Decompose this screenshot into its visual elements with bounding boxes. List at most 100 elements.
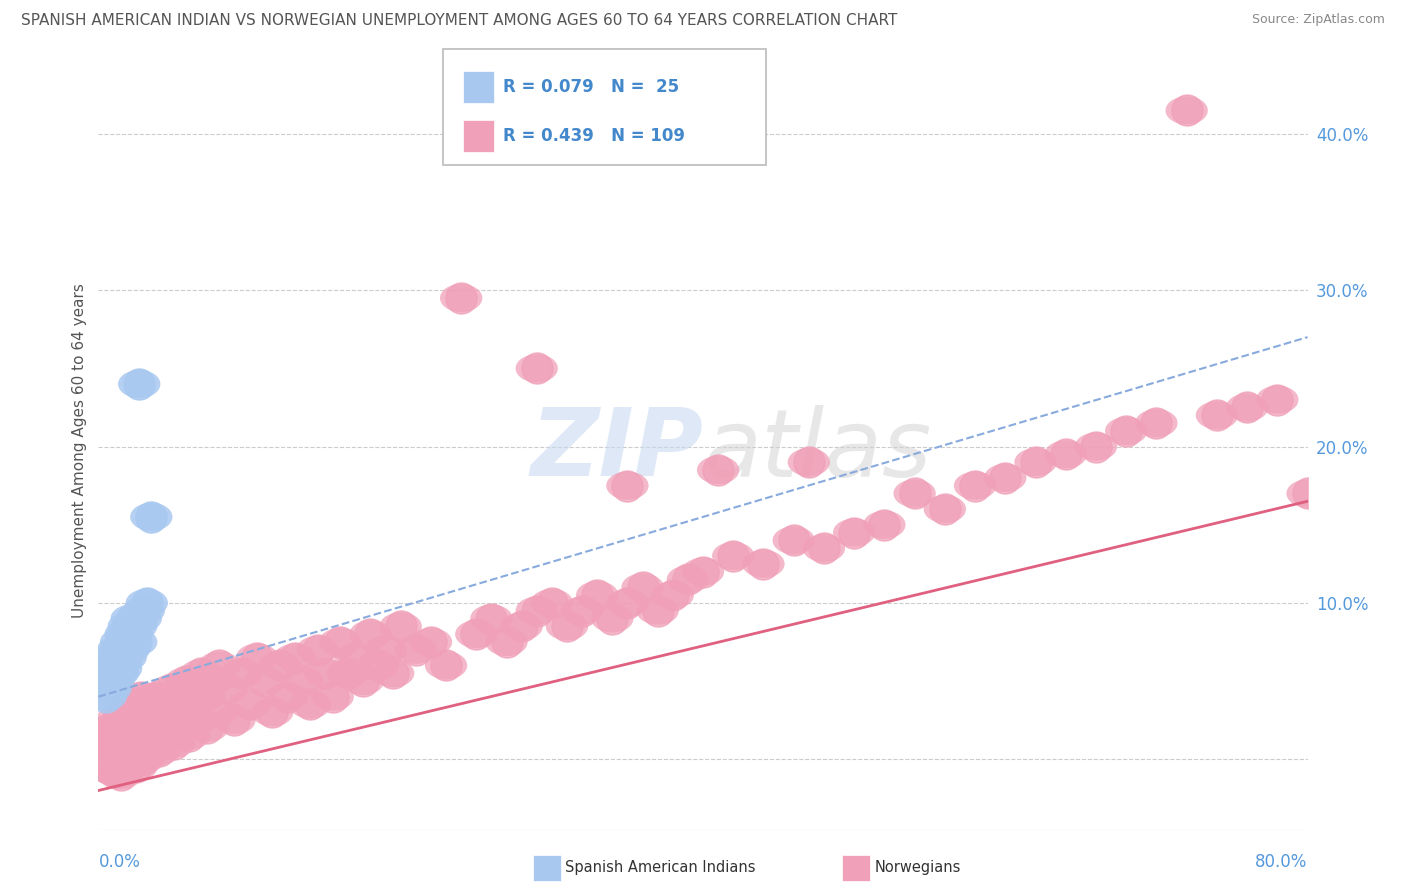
- Ellipse shape: [107, 706, 150, 734]
- Ellipse shape: [546, 612, 588, 640]
- Ellipse shape: [832, 518, 876, 547]
- Point: [100, 681, 122, 696]
- Point: [307, 642, 329, 657]
- Point: [1115, 424, 1137, 438]
- Ellipse shape: [342, 667, 384, 695]
- Point: [344, 650, 367, 665]
- Point: [1175, 103, 1198, 118]
- Point: [934, 502, 956, 516]
- Point: [526, 604, 548, 618]
- Ellipse shape: [104, 643, 146, 672]
- Ellipse shape: [621, 574, 664, 601]
- Point: [193, 690, 215, 704]
- Point: [481, 611, 503, 625]
- Ellipse shape: [107, 612, 150, 640]
- Point: [571, 604, 593, 618]
- Ellipse shape: [104, 698, 146, 726]
- Ellipse shape: [335, 643, 377, 672]
- Ellipse shape: [456, 620, 498, 648]
- Ellipse shape: [236, 643, 278, 672]
- Point: [1206, 409, 1229, 423]
- Point: [125, 619, 148, 633]
- Point: [336, 666, 359, 681]
- Point: [114, 650, 136, 665]
- Text: Norwegians: Norwegians: [875, 860, 960, 874]
- Ellipse shape: [100, 628, 142, 656]
- Text: atlas: atlas: [703, 405, 931, 496]
- Ellipse shape: [1166, 96, 1208, 125]
- Point: [105, 658, 128, 673]
- Ellipse shape: [711, 542, 755, 570]
- Point: [707, 463, 730, 477]
- Point: [125, 729, 148, 743]
- Point: [631, 580, 654, 594]
- Ellipse shape: [651, 581, 695, 609]
- Point: [224, 713, 246, 727]
- Point: [374, 642, 396, 657]
- Point: [148, 713, 170, 727]
- Ellipse shape: [288, 690, 332, 719]
- Ellipse shape: [120, 605, 162, 632]
- Ellipse shape: [96, 706, 138, 734]
- Point: [167, 690, 190, 704]
- Ellipse shape: [96, 651, 138, 680]
- Ellipse shape: [87, 659, 131, 688]
- Point: [420, 635, 443, 649]
- Point: [186, 713, 208, 727]
- Ellipse shape: [606, 589, 648, 617]
- Text: ZIP: ZIP: [530, 404, 703, 497]
- Ellipse shape: [157, 682, 200, 711]
- Ellipse shape: [115, 753, 157, 781]
- Point: [616, 478, 638, 492]
- Ellipse shape: [606, 472, 648, 500]
- Point: [118, 713, 141, 727]
- Ellipse shape: [93, 757, 135, 786]
- Point: [179, 729, 201, 743]
- Point: [752, 557, 775, 571]
- Point: [125, 635, 148, 649]
- Ellipse shape: [252, 698, 294, 726]
- Point: [450, 291, 472, 305]
- Point: [205, 706, 228, 720]
- Point: [352, 674, 374, 689]
- Ellipse shape: [167, 690, 211, 719]
- Point: [94, 760, 117, 774]
- Text: R = 0.079   N =  25: R = 0.079 N = 25: [503, 78, 679, 96]
- Ellipse shape: [1135, 409, 1178, 437]
- Point: [405, 642, 427, 657]
- Ellipse shape: [530, 589, 574, 617]
- Ellipse shape: [97, 738, 139, 765]
- Ellipse shape: [97, 636, 139, 664]
- Point: [107, 666, 129, 681]
- Point: [129, 611, 152, 625]
- Point: [1296, 486, 1319, 500]
- Ellipse shape: [195, 698, 238, 726]
- Ellipse shape: [561, 597, 603, 624]
- Point: [174, 674, 197, 689]
- Y-axis label: Unemployment Among Ages 60 to 64 years: Unemployment Among Ages 60 to 64 years: [72, 283, 87, 618]
- Point: [163, 706, 186, 720]
- Ellipse shape: [516, 354, 558, 383]
- Point: [586, 588, 609, 602]
- Ellipse shape: [125, 589, 167, 617]
- Point: [110, 768, 132, 782]
- Ellipse shape: [100, 655, 142, 682]
- Ellipse shape: [183, 682, 225, 711]
- Point: [291, 674, 314, 689]
- Ellipse shape: [111, 690, 153, 719]
- Ellipse shape: [742, 549, 785, 578]
- Point: [94, 690, 117, 704]
- Ellipse shape: [103, 636, 145, 664]
- Point: [510, 619, 533, 633]
- Ellipse shape: [93, 643, 135, 672]
- Ellipse shape: [97, 659, 139, 688]
- Point: [276, 690, 298, 704]
- Ellipse shape: [637, 597, 679, 624]
- Ellipse shape: [440, 284, 482, 312]
- Ellipse shape: [180, 659, 222, 688]
- Ellipse shape: [186, 714, 228, 742]
- Point: [262, 706, 284, 720]
- Point: [231, 666, 253, 681]
- Ellipse shape: [304, 659, 346, 688]
- Point: [904, 486, 927, 500]
